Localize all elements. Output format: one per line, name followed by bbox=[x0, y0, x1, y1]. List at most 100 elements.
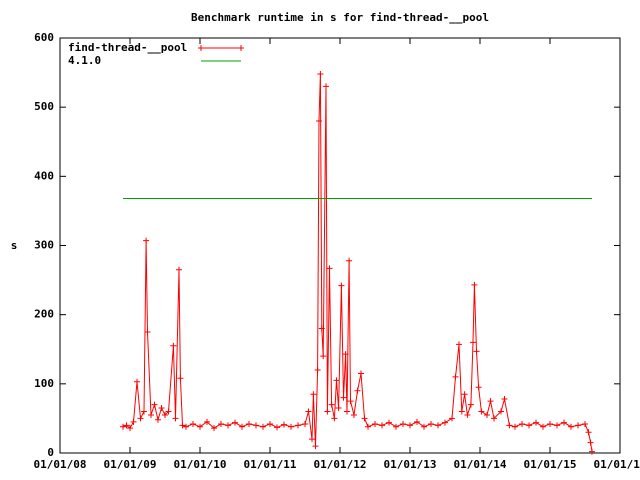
point-marker bbox=[295, 422, 301, 429]
point-marker bbox=[540, 423, 546, 430]
series-line bbox=[122, 73, 593, 452]
x-tick-label: 01/01/13 bbox=[384, 458, 437, 471]
point-marker bbox=[172, 415, 179, 422]
point-marker bbox=[340, 394, 347, 401]
point-marker bbox=[170, 342, 177, 349]
point-marker bbox=[127, 425, 133, 432]
point-marker bbox=[575, 422, 581, 429]
point-marker bbox=[470, 339, 476, 346]
point-marker bbox=[305, 408, 312, 415]
point-marker bbox=[475, 384, 482, 391]
legend-marker bbox=[198, 45, 244, 51]
x-tick-label: 01/01/08 bbox=[34, 458, 87, 471]
point-marker bbox=[326, 265, 333, 272]
point-marker bbox=[288, 423, 294, 430]
x-tick-label: 01/01/15 bbox=[524, 458, 577, 471]
point-marker bbox=[361, 415, 368, 422]
point-marker bbox=[587, 439, 594, 446]
point-marker bbox=[239, 423, 245, 430]
point-marker bbox=[498, 408, 504, 415]
y-axis-label: s bbox=[11, 239, 18, 252]
point-marker bbox=[449, 415, 455, 422]
point-marker bbox=[225, 422, 231, 429]
point-marker bbox=[526, 422, 532, 429]
point-marker bbox=[302, 420, 308, 427]
x-tick-label: 01/01/14 bbox=[454, 458, 507, 471]
point-marker bbox=[414, 418, 420, 425]
point-marker bbox=[533, 419, 539, 426]
x-tick-label: 01/01/16 bbox=[594, 458, 640, 471]
point-marker bbox=[407, 422, 413, 429]
point-marker bbox=[141, 408, 147, 415]
point-marker bbox=[177, 375, 184, 382]
point-marker bbox=[456, 341, 462, 348]
point-marker bbox=[351, 411, 357, 418]
point-marker bbox=[246, 420, 252, 427]
point-marker bbox=[281, 421, 287, 428]
point-marker bbox=[358, 370, 364, 377]
y-tick-label: 400 bbox=[34, 169, 54, 182]
point-marker bbox=[335, 405, 342, 412]
y-tick-label: 100 bbox=[34, 377, 54, 390]
point-marker bbox=[267, 420, 273, 427]
y-tick-label: 600 bbox=[34, 31, 54, 44]
point-marker bbox=[421, 423, 427, 430]
point-marker bbox=[478, 408, 485, 415]
point-marker bbox=[342, 351, 349, 358]
point-marker bbox=[561, 419, 567, 426]
point-marker bbox=[400, 420, 406, 427]
y-tick-label: 500 bbox=[34, 100, 54, 113]
point-marker bbox=[260, 423, 266, 430]
point-marker bbox=[218, 420, 224, 427]
point-marker bbox=[471, 281, 478, 288]
point-marker bbox=[589, 448, 595, 455]
point-marker bbox=[346, 257, 353, 264]
point-marker bbox=[253, 422, 259, 429]
point-marker bbox=[547, 420, 553, 427]
y-tick-label: 300 bbox=[34, 239, 54, 252]
point-marker bbox=[176, 266, 182, 273]
point-marker bbox=[333, 377, 340, 384]
point-marker bbox=[372, 420, 378, 427]
point-marker bbox=[232, 419, 238, 426]
point-marker bbox=[314, 367, 321, 373]
point-marker bbox=[331, 415, 338, 422]
point-marker bbox=[442, 419, 448, 426]
point-marker bbox=[165, 408, 172, 415]
point-marker bbox=[487, 398, 494, 405]
point-marker bbox=[452, 373, 459, 380]
point-marker bbox=[120, 423, 126, 430]
point-marker bbox=[554, 422, 560, 429]
legend-label: 4.1.0 bbox=[68, 54, 101, 67]
point-marker bbox=[123, 422, 130, 429]
point-marker bbox=[338, 282, 345, 289]
point-marker bbox=[519, 420, 525, 427]
point-marker bbox=[461, 391, 468, 398]
point-marker bbox=[386, 419, 392, 426]
point-marker bbox=[190, 420, 196, 427]
point-marker bbox=[435, 422, 441, 429]
point-marker bbox=[310, 391, 317, 398]
point-marker bbox=[155, 416, 161, 423]
point-marker bbox=[328, 401, 335, 408]
point-marker bbox=[512, 423, 518, 430]
point-marker bbox=[137, 415, 144, 422]
point-marker bbox=[491, 415, 497, 422]
point-marker bbox=[179, 422, 186, 429]
x-tick-label: 01/01/12 bbox=[314, 458, 367, 471]
point-marker bbox=[309, 436, 315, 443]
point-marker bbox=[197, 423, 203, 430]
point-marker bbox=[467, 401, 474, 408]
point-marker bbox=[211, 425, 217, 432]
point-marker bbox=[144, 328, 151, 335]
point-marker bbox=[151, 401, 158, 408]
point-marker bbox=[274, 424, 280, 431]
point-marker bbox=[473, 348, 480, 355]
point-marker bbox=[134, 378, 140, 385]
point-marker bbox=[158, 405, 165, 412]
point-marker bbox=[582, 420, 588, 427]
x-tick-label: 01/01/09 bbox=[104, 458, 157, 471]
point-marker bbox=[458, 408, 465, 415]
